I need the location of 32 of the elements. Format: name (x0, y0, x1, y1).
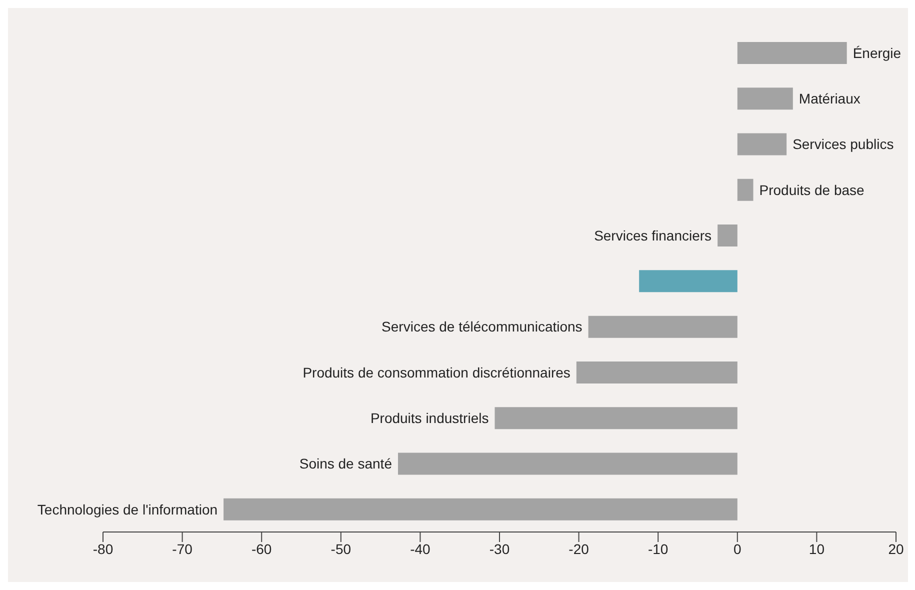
y-tick-label: Matériaux (798, 90, 860, 107)
y-tick-label: Technologies de l'information (37, 501, 218, 518)
bar (588, 316, 738, 338)
y-tick-label: Produits industriels (370, 410, 489, 426)
y-tick-label: Produits de base (759, 182, 865, 198)
bar (398, 452, 738, 475)
x-tick-label: -50 (330, 540, 352, 557)
bar (224, 498, 738, 520)
x-tick-label: -70 (172, 540, 193, 557)
bar (737, 42, 847, 64)
x-tick-label: -80 (92, 540, 114, 557)
x-tick-label: 0 (734, 540, 742, 557)
x-tick-label: -10 (648, 540, 668, 557)
y-tick-label: Services financiers (594, 227, 712, 244)
bar (639, 270, 738, 292)
x-tick-label: -20 (568, 540, 590, 557)
x-tick-label: -30 (489, 540, 510, 557)
y-tick-label: Soins de santé (299, 456, 392, 472)
y-tick-label: Énergie (852, 44, 902, 61)
bar (737, 133, 787, 156)
x-tick-label: -60 (251, 540, 272, 557)
bar (718, 224, 738, 247)
bar (737, 88, 793, 110)
x-tick-label: -40 (410, 540, 431, 557)
y-tick-label: Produits de consommation discrétionnaires (302, 364, 570, 380)
x-tick-label: 20 (888, 540, 904, 557)
bar (576, 361, 738, 384)
y-tick-label: Services de télécommunications (382, 318, 582, 335)
bar (737, 178, 754, 201)
x-tick-label: 10 (808, 540, 825, 557)
y-tick-label: Services publics (792, 136, 894, 152)
bar (494, 407, 738, 430)
